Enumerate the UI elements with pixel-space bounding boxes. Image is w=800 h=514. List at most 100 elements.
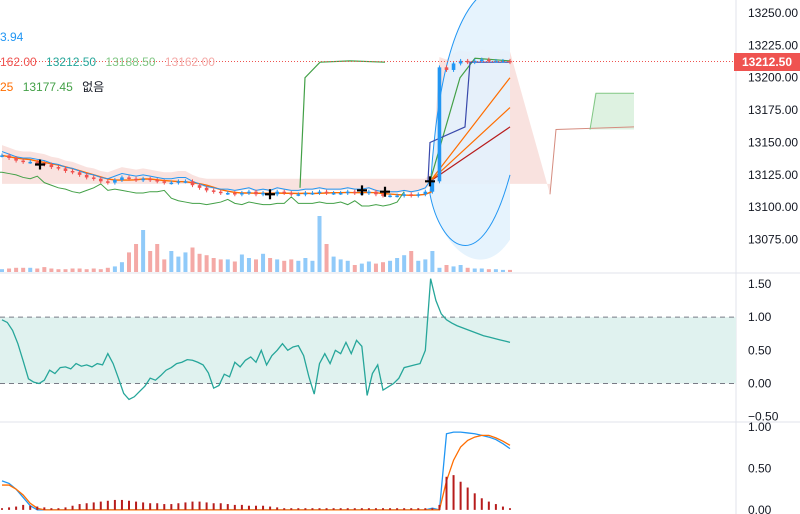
candle-body	[14, 158, 18, 161]
legend-line-1: 3.94	[0, 30, 29, 44]
legend-prefix: 25	[0, 80, 14, 94]
volume-bar	[310, 260, 315, 272]
volume-bar	[134, 244, 139, 272]
volume-bar	[338, 259, 343, 272]
candle-body	[141, 178, 145, 181]
candle-body	[204, 187, 209, 191]
legend-value: 3.94	[0, 30, 24, 44]
legend-open: 162.00	[0, 55, 37, 69]
candle-body	[106, 181, 110, 183]
volume-bar	[211, 258, 216, 272]
candle-body	[296, 194, 301, 196]
volume-bar	[261, 253, 266, 272]
oscillator-axis-tick-label: −0.50	[748, 410, 779, 424]
volume-bar	[296, 260, 301, 272]
oscillator-line	[1, 278, 511, 401]
projection-line-orange	[429, 77, 511, 182]
candle-body	[155, 180, 160, 182]
candle-body	[437, 67, 442, 182]
volume-bar	[28, 267, 33, 272]
candle-body	[303, 192, 308, 195]
stochastic-line-blue	[1, 431, 511, 511]
candle-body	[35, 161, 40, 164]
volume-bar	[381, 262, 385, 272]
candle-body	[63, 168, 68, 171]
volume-bar	[282, 260, 287, 272]
volume-bar	[416, 260, 421, 272]
candle-body	[487, 59, 491, 62]
candle-body	[247, 191, 251, 194]
volume-bar	[289, 259, 294, 272]
signal-cross-marker	[265, 189, 275, 200]
oscillator-band-fill	[0, 317, 736, 384]
price-axis-tick-label: 13175.00	[748, 103, 798, 117]
volume-bar	[169, 251, 174, 272]
candle-body	[416, 194, 421, 196]
candle-body	[211, 190, 216, 192]
legend-note: 없음	[82, 80, 105, 94]
volume-bar	[105, 267, 110, 272]
stochastic-axis-tick-label: 0.50	[748, 462, 772, 476]
oscillator-axis-tick-label: 1.50	[748, 277, 772, 291]
candle-body	[225, 192, 230, 195]
volume-bar	[303, 258, 308, 272]
candle-body	[388, 195, 392, 198]
candle-body	[0, 155, 4, 157]
candle-body	[162, 181, 167, 183]
volume-bar	[98, 269, 103, 272]
legend-line-3: 25 13177.45 없음	[0, 78, 110, 95]
candle-body	[324, 191, 329, 194]
volume-bar	[359, 263, 364, 272]
candle-body	[430, 181, 435, 192]
candle-body	[56, 167, 61, 169]
volume-bar	[430, 251, 435, 272]
candle-body	[338, 192, 343, 195]
price-axis-tick-label: 13125.00	[748, 168, 798, 182]
signal-cross-marker	[425, 176, 435, 187]
volume-bar	[345, 260, 350, 272]
volume-bar	[254, 259, 258, 272]
projection-line-green	[429, 57, 511, 182]
candle-body	[381, 194, 385, 196]
candle-body	[409, 194, 414, 196]
leading-line-green	[299, 60, 386, 188]
price-axis-tick-label: 13250.00	[748, 6, 798, 20]
volume-bar	[0, 269, 4, 272]
candle-body	[233, 192, 237, 195]
candle-body	[28, 161, 33, 164]
volume-bar	[14, 267, 19, 272]
candle-body	[183, 181, 188, 183]
volume-bar	[444, 265, 449, 272]
candle-body	[91, 177, 96, 179]
volume-bar	[373, 263, 378, 272]
volume-bar	[119, 262, 124, 272]
volume-bar	[176, 256, 181, 272]
candle-body	[451, 63, 456, 70]
volume-bar	[183, 252, 188, 272]
volume-bar	[508, 269, 512, 272]
volume-bar	[486, 269, 491, 272]
candle-body	[282, 191, 287, 194]
volume-bar	[395, 258, 400, 272]
candle-body	[197, 185, 202, 188]
projection-line-navy	[427, 61, 510, 182]
volume-bar	[409, 251, 414, 272]
ichimoku-cloud-green	[550, 93, 634, 130]
candle-body	[395, 195, 399, 198]
candle-body	[49, 164, 54, 168]
candle-body	[465, 60, 470, 63]
candle-body	[113, 180, 117, 183]
oscillator-axis-tick-label: 0.00	[748, 377, 772, 391]
volume-bar	[148, 251, 153, 272]
projection-line-orange-2	[429, 107, 511, 182]
volume-bar	[331, 256, 336, 272]
legend-low: 13188.50	[105, 55, 156, 69]
volume-bar	[437, 267, 442, 272]
price-axis-tick-label: 13100.00	[748, 200, 798, 214]
candle-body	[70, 170, 75, 173]
volume-bar	[423, 259, 428, 272]
oscillator-axis-tick-label: 0.50	[748, 343, 772, 357]
volume-bar	[21, 267, 26, 272]
candle-body	[240, 192, 244, 195]
